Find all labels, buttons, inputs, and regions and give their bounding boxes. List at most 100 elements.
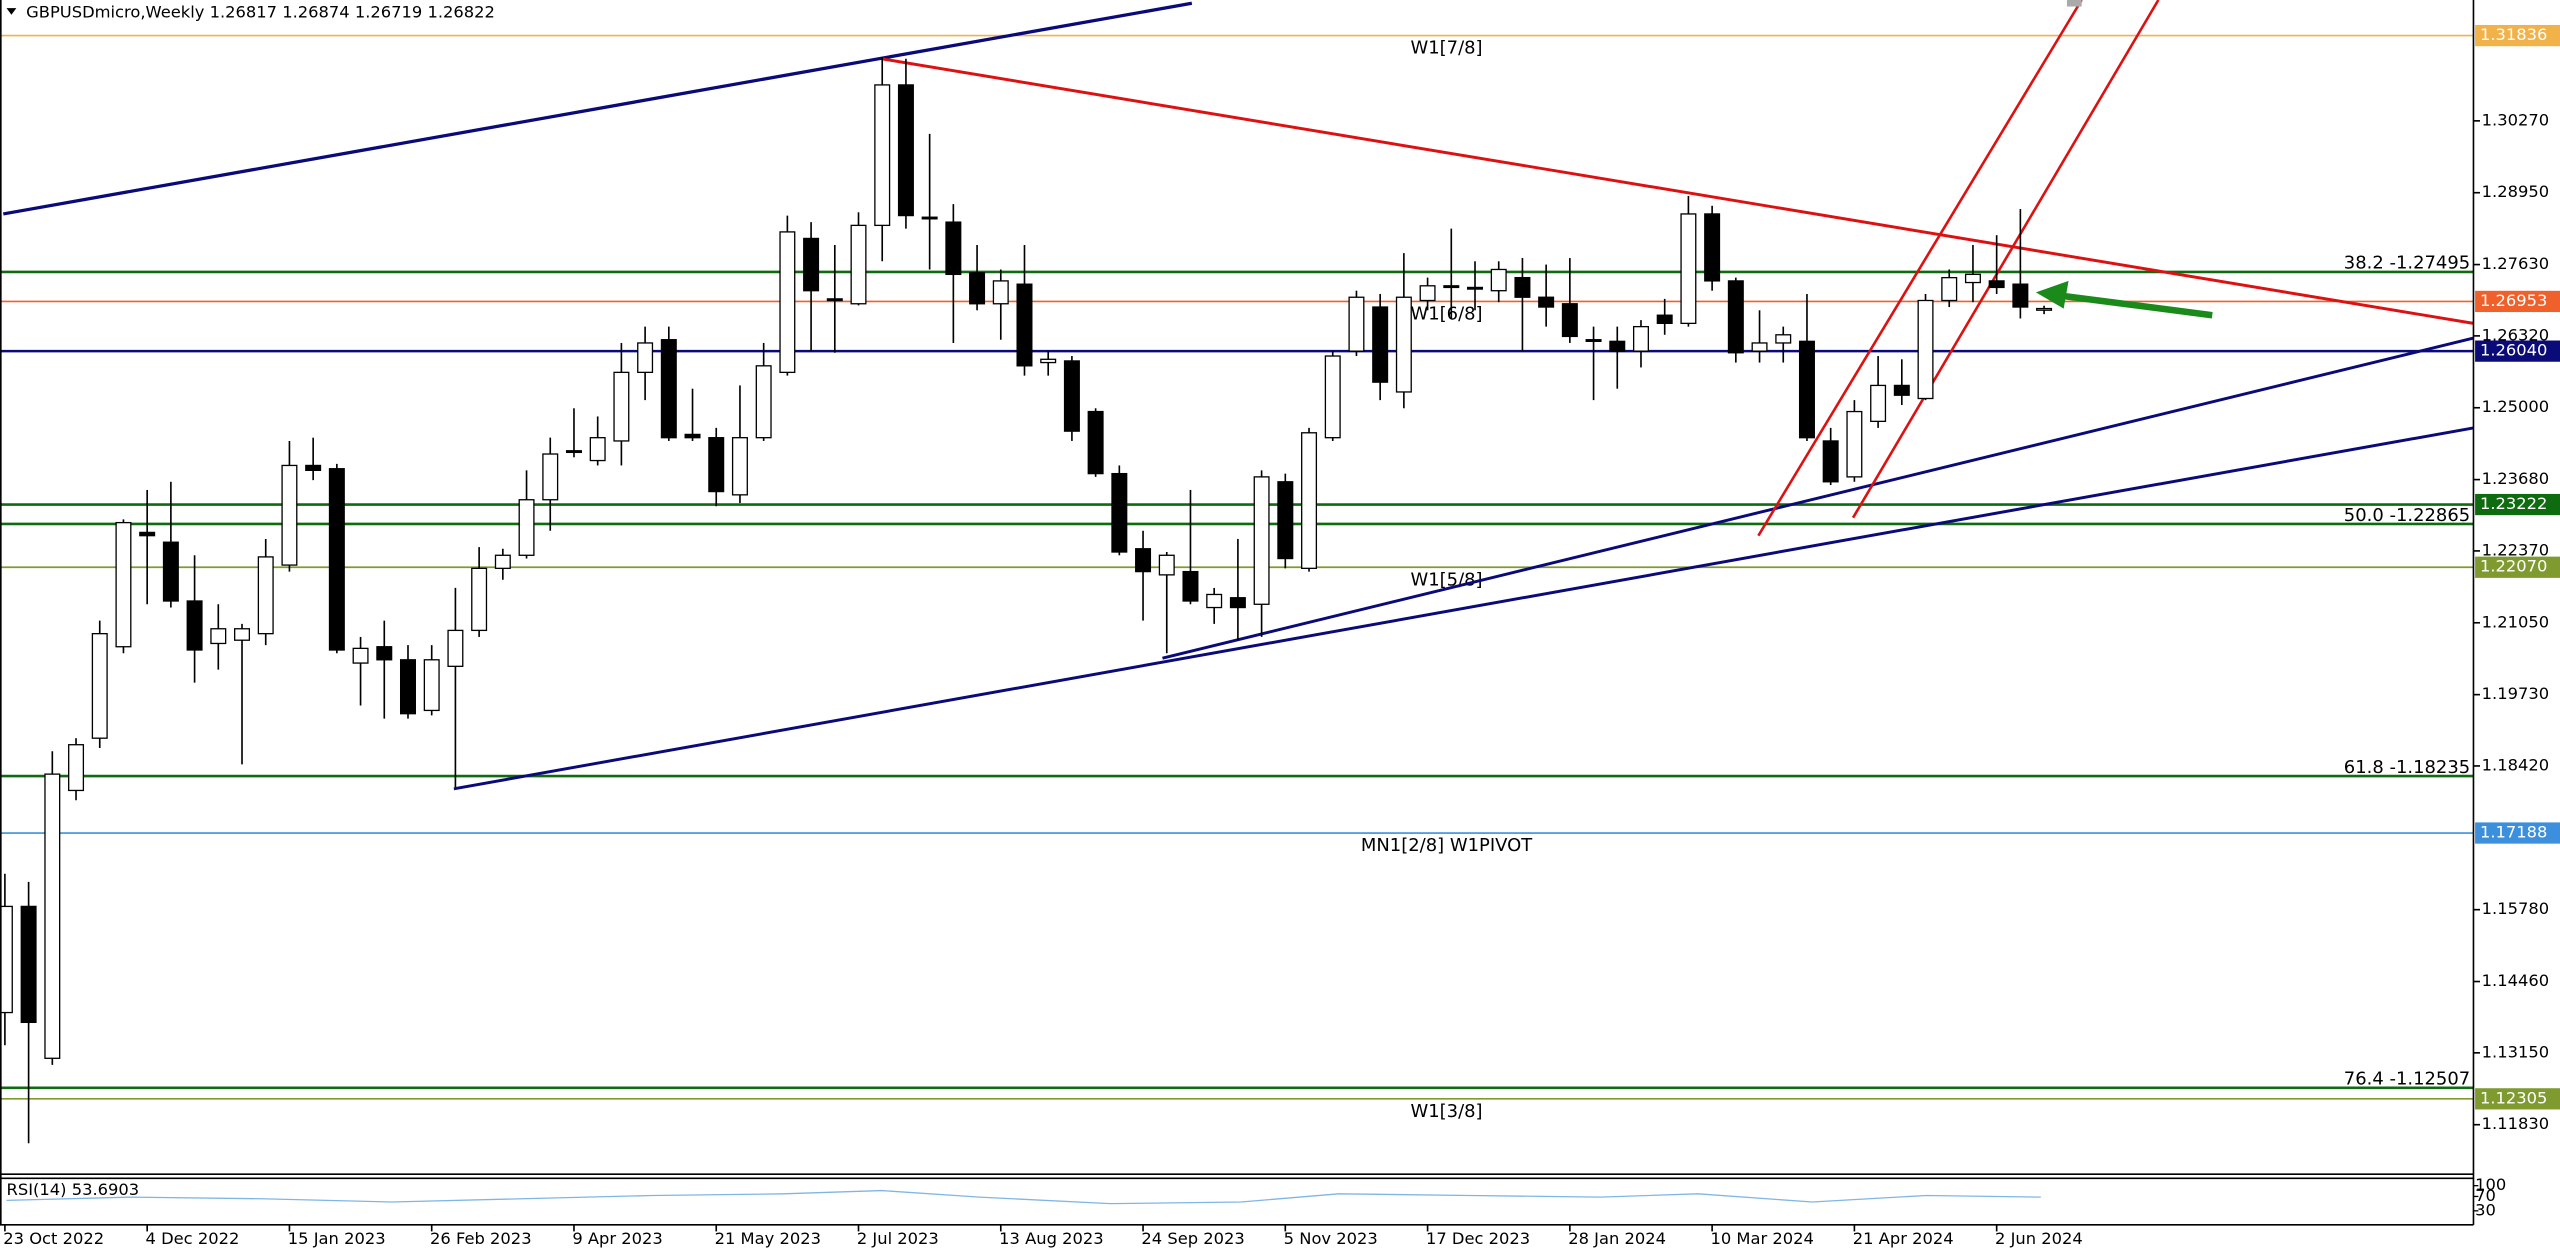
x-tick-label: 5 Nov 2023: [1284, 1229, 1378, 1248]
candles: [0, 57, 2053, 1144]
object-marker: [2066, 0, 2082, 7]
candle-body: [44, 773, 61, 1059]
candle-body: [684, 433, 701, 439]
candle-body: [162, 541, 179, 602]
candle-body: [1135, 548, 1152, 573]
candle-body: [0, 905, 13, 1014]
candle-body: [1324, 355, 1341, 439]
y-tick-label: 1.18420: [2482, 755, 2549, 774]
y-tick-label: 1.23680: [2482, 469, 2549, 488]
candle-body: [1632, 325, 1649, 352]
price-tag-label: 1.26953: [2480, 291, 2547, 310]
price-tag: [2475, 290, 2560, 313]
candle-body: [1727, 280, 1744, 354]
candle-body: [1443, 285, 1460, 289]
candle-body: [305, 464, 322, 472]
level-label: W1[5/8]: [1410, 569, 1482, 590]
rsi-line: [6, 1189, 2041, 1205]
x-tick-label: 23 Oct 2022: [3, 1229, 104, 1248]
price-tag-label: 1.26040: [2480, 341, 2547, 360]
y-tick-label: 1.13150: [2482, 1042, 2549, 1061]
x-tick-label: 13 Aug 2023: [999, 1229, 1103, 1248]
candle-body: [1514, 276, 1531, 298]
candle-body: [1680, 213, 1697, 325]
candle-body: [139, 531, 156, 537]
y-tick-label: 1.27630: [2482, 254, 2549, 273]
candle-body: [1822, 440, 1839, 483]
candle-body: [91, 633, 108, 739]
candle-body: [2036, 307, 2053, 311]
candle-body: [115, 521, 132, 648]
chart-title: GBPUSDmicro,Weekly 1.26817 1.26874 1.267…: [26, 3, 495, 22]
candle-body: [1490, 268, 1507, 292]
candle-body: [731, 437, 748, 496]
candle-body: [1040, 358, 1057, 364]
y-tick-label: 1.26320: [2482, 325, 2549, 344]
candle-body: [1301, 432, 1318, 569]
candle-body: [1656, 314, 1673, 325]
x-tick-label: 9 Apr 2023: [572, 1229, 662, 1248]
candle-body: [1585, 339, 1602, 342]
x-tick-label: 28 Jan 2024: [1568, 1229, 1666, 1248]
candle-body: [1206, 593, 1223, 609]
trendline: [1757, 0, 2083, 537]
y-tick-label: 1.28950: [2482, 182, 2549, 201]
trendlines: [2, 0, 2474, 791]
candle-body: [494, 554, 511, 569]
candle-body: [20, 905, 37, 1024]
candle-body: [542, 453, 559, 501]
trendline: [453, 426, 2474, 791]
candle-body: [921, 216, 938, 220]
candle-body: [1846, 410, 1863, 478]
trendline: [2, 1, 1193, 216]
candle-body: [1229, 597, 1246, 609]
candle-body: [423, 659, 440, 712]
arrow-head: [2035, 280, 2069, 309]
y-tick-label: 1.22370: [2482, 540, 2549, 559]
level-label: 50.0 -1.22865: [2344, 505, 2470, 526]
candle-body: [1253, 476, 1270, 605]
price-tag: [2475, 1088, 2560, 1110]
y-tick-label: 1.14460: [2482, 971, 2549, 990]
candle-body: [186, 600, 203, 651]
x-tick-label: 15 Jan 2023: [288, 1229, 386, 1248]
candle-body: [257, 556, 274, 635]
y-tick-label: 1.25000: [2482, 397, 2549, 416]
candle-body: [565, 450, 582, 454]
candle-body: [1538, 296, 1555, 308]
candle-body: [1704, 213, 1721, 282]
arrow-shaft: [2059, 292, 2213, 319]
candle-body: [992, 280, 1009, 305]
candle-body: [779, 231, 796, 374]
y-tick-label: 1.15780: [2482, 899, 2549, 918]
rsi-label: RSI(14) 53.6903: [7, 1180, 140, 1199]
price-tag-label: 1.22070: [2480, 557, 2547, 576]
candle-body: [399, 659, 416, 715]
candle-body: [1277, 481, 1294, 560]
arrow: [2035, 280, 2213, 319]
candle-body: [1419, 285, 1436, 302]
candle-body: [328, 468, 345, 651]
collapse-icon: [6, 8, 17, 15]
candle-body: [1348, 296, 1365, 352]
candle-body: [589, 437, 606, 462]
candle-body: [471, 567, 488, 632]
level-label: 38.2 -1.27495: [2344, 253, 2470, 274]
rsi-tick-label: 100: [2475, 1175, 2506, 1194]
rsi-tick-label: 30: [2475, 1200, 2496, 1219]
rsi-tick-label: 70: [2475, 1186, 2496, 1205]
candle-body: [803, 237, 820, 292]
candle-body: [1111, 472, 1128, 553]
candle-body: [1870, 384, 1887, 423]
price-tag-label: 1.23222: [2480, 494, 2547, 513]
x-tick-label: 10 Mar 2024: [1710, 1229, 1813, 1248]
y-tick-label: 1.30270: [2482, 110, 2549, 129]
candle-body: [1609, 340, 1626, 352]
candle-body: [210, 628, 227, 645]
trendline: [881, 57, 2474, 325]
level-label: 76.4 -1.12507: [2344, 1069, 2470, 1090]
price-tag: [2475, 493, 2560, 516]
candle-body: [1182, 570, 1199, 602]
